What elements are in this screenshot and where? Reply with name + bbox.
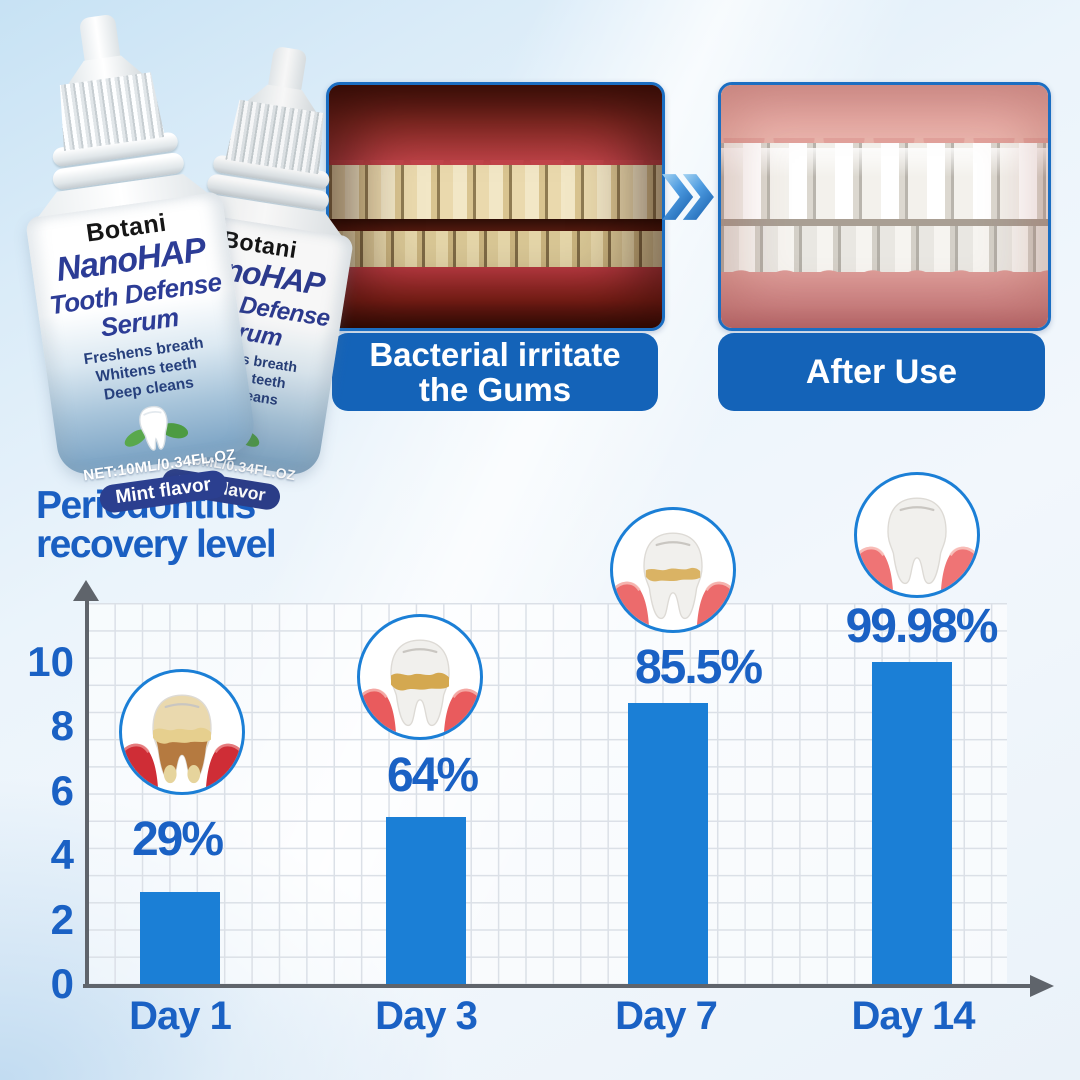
value-label: 99.98%	[845, 600, 999, 653]
before-caption: Bacterial irritate the Gums	[332, 333, 658, 411]
bar-day-1	[140, 891, 220, 984]
value-label: 85.5%	[634, 641, 763, 694]
tooth-tartar-light-icon	[610, 507, 736, 633]
y-tick-label: 2	[50, 895, 74, 943]
product-bottle-front: Botani NanoHAP Tooth Defense Serum Fresh…	[0, 1, 266, 515]
after-caption: After Use	[718, 333, 1045, 411]
photo-art	[721, 85, 1048, 149]
value-label: 29%	[131, 813, 224, 866]
before-caption-line2: the Gums	[418, 371, 572, 408]
y-tick-label: 4	[50, 831, 74, 879]
chart-grid	[87, 603, 1007, 984]
before-caption-line1: Bacterial irritate	[369, 336, 621, 373]
dropper-tip	[78, 13, 121, 64]
y-tick-label: 6	[50, 766, 74, 814]
bottle-label: Botani NanoHAP Tooth Defense Serum Fresh…	[24, 190, 258, 515]
x-category-label: Day 14	[851, 994, 976, 1038]
x-category-label: Day 3	[375, 994, 478, 1038]
photo-art	[721, 218, 1048, 226]
y-tick-label: 10	[27, 638, 74, 685]
bottle-cap	[55, 71, 165, 151]
y-tick-label: 0	[50, 960, 74, 1007]
chart-title: Periodontitis recovery level	[36, 486, 277, 566]
photo-art	[721, 148, 1048, 178]
x-category-label: Day 1	[129, 994, 232, 1038]
photo-art	[721, 85, 1048, 328]
y-tick-label: 8	[50, 702, 74, 750]
x-category-label: Day 7	[615, 994, 718, 1038]
double-chevron-right-icon	[660, 172, 716, 222]
photo-art	[329, 267, 662, 328]
tooth-leaf-icon	[115, 396, 194, 459]
x-axis-arrow-icon	[1030, 975, 1054, 997]
bar-day-14	[872, 662, 952, 984]
tooth-healthy-icon	[854, 472, 980, 598]
after-caption-text: After Use	[805, 352, 958, 391]
photo-art	[329, 165, 662, 219]
bar-day-3	[386, 816, 466, 984]
after-photo	[718, 82, 1051, 331]
value-label: 64%	[386, 749, 479, 802]
benefits-list: Freshens breath Whitens teeth Deep clean…	[83, 334, 210, 407]
y-axis	[85, 597, 89, 986]
photo-art	[329, 218, 662, 231]
chart-title-line2: recovery level	[36, 523, 277, 566]
photo-art	[721, 272, 1048, 328]
tooth-decayed-icon	[119, 669, 245, 795]
bar-day-7	[628, 702, 708, 984]
tooth-tartar-heavy-icon	[357, 614, 483, 740]
y-axis-arrow-icon	[73, 580, 99, 601]
before-photo	[326, 82, 665, 331]
photo-art	[329, 85, 662, 168]
x-axis	[83, 984, 1036, 988]
